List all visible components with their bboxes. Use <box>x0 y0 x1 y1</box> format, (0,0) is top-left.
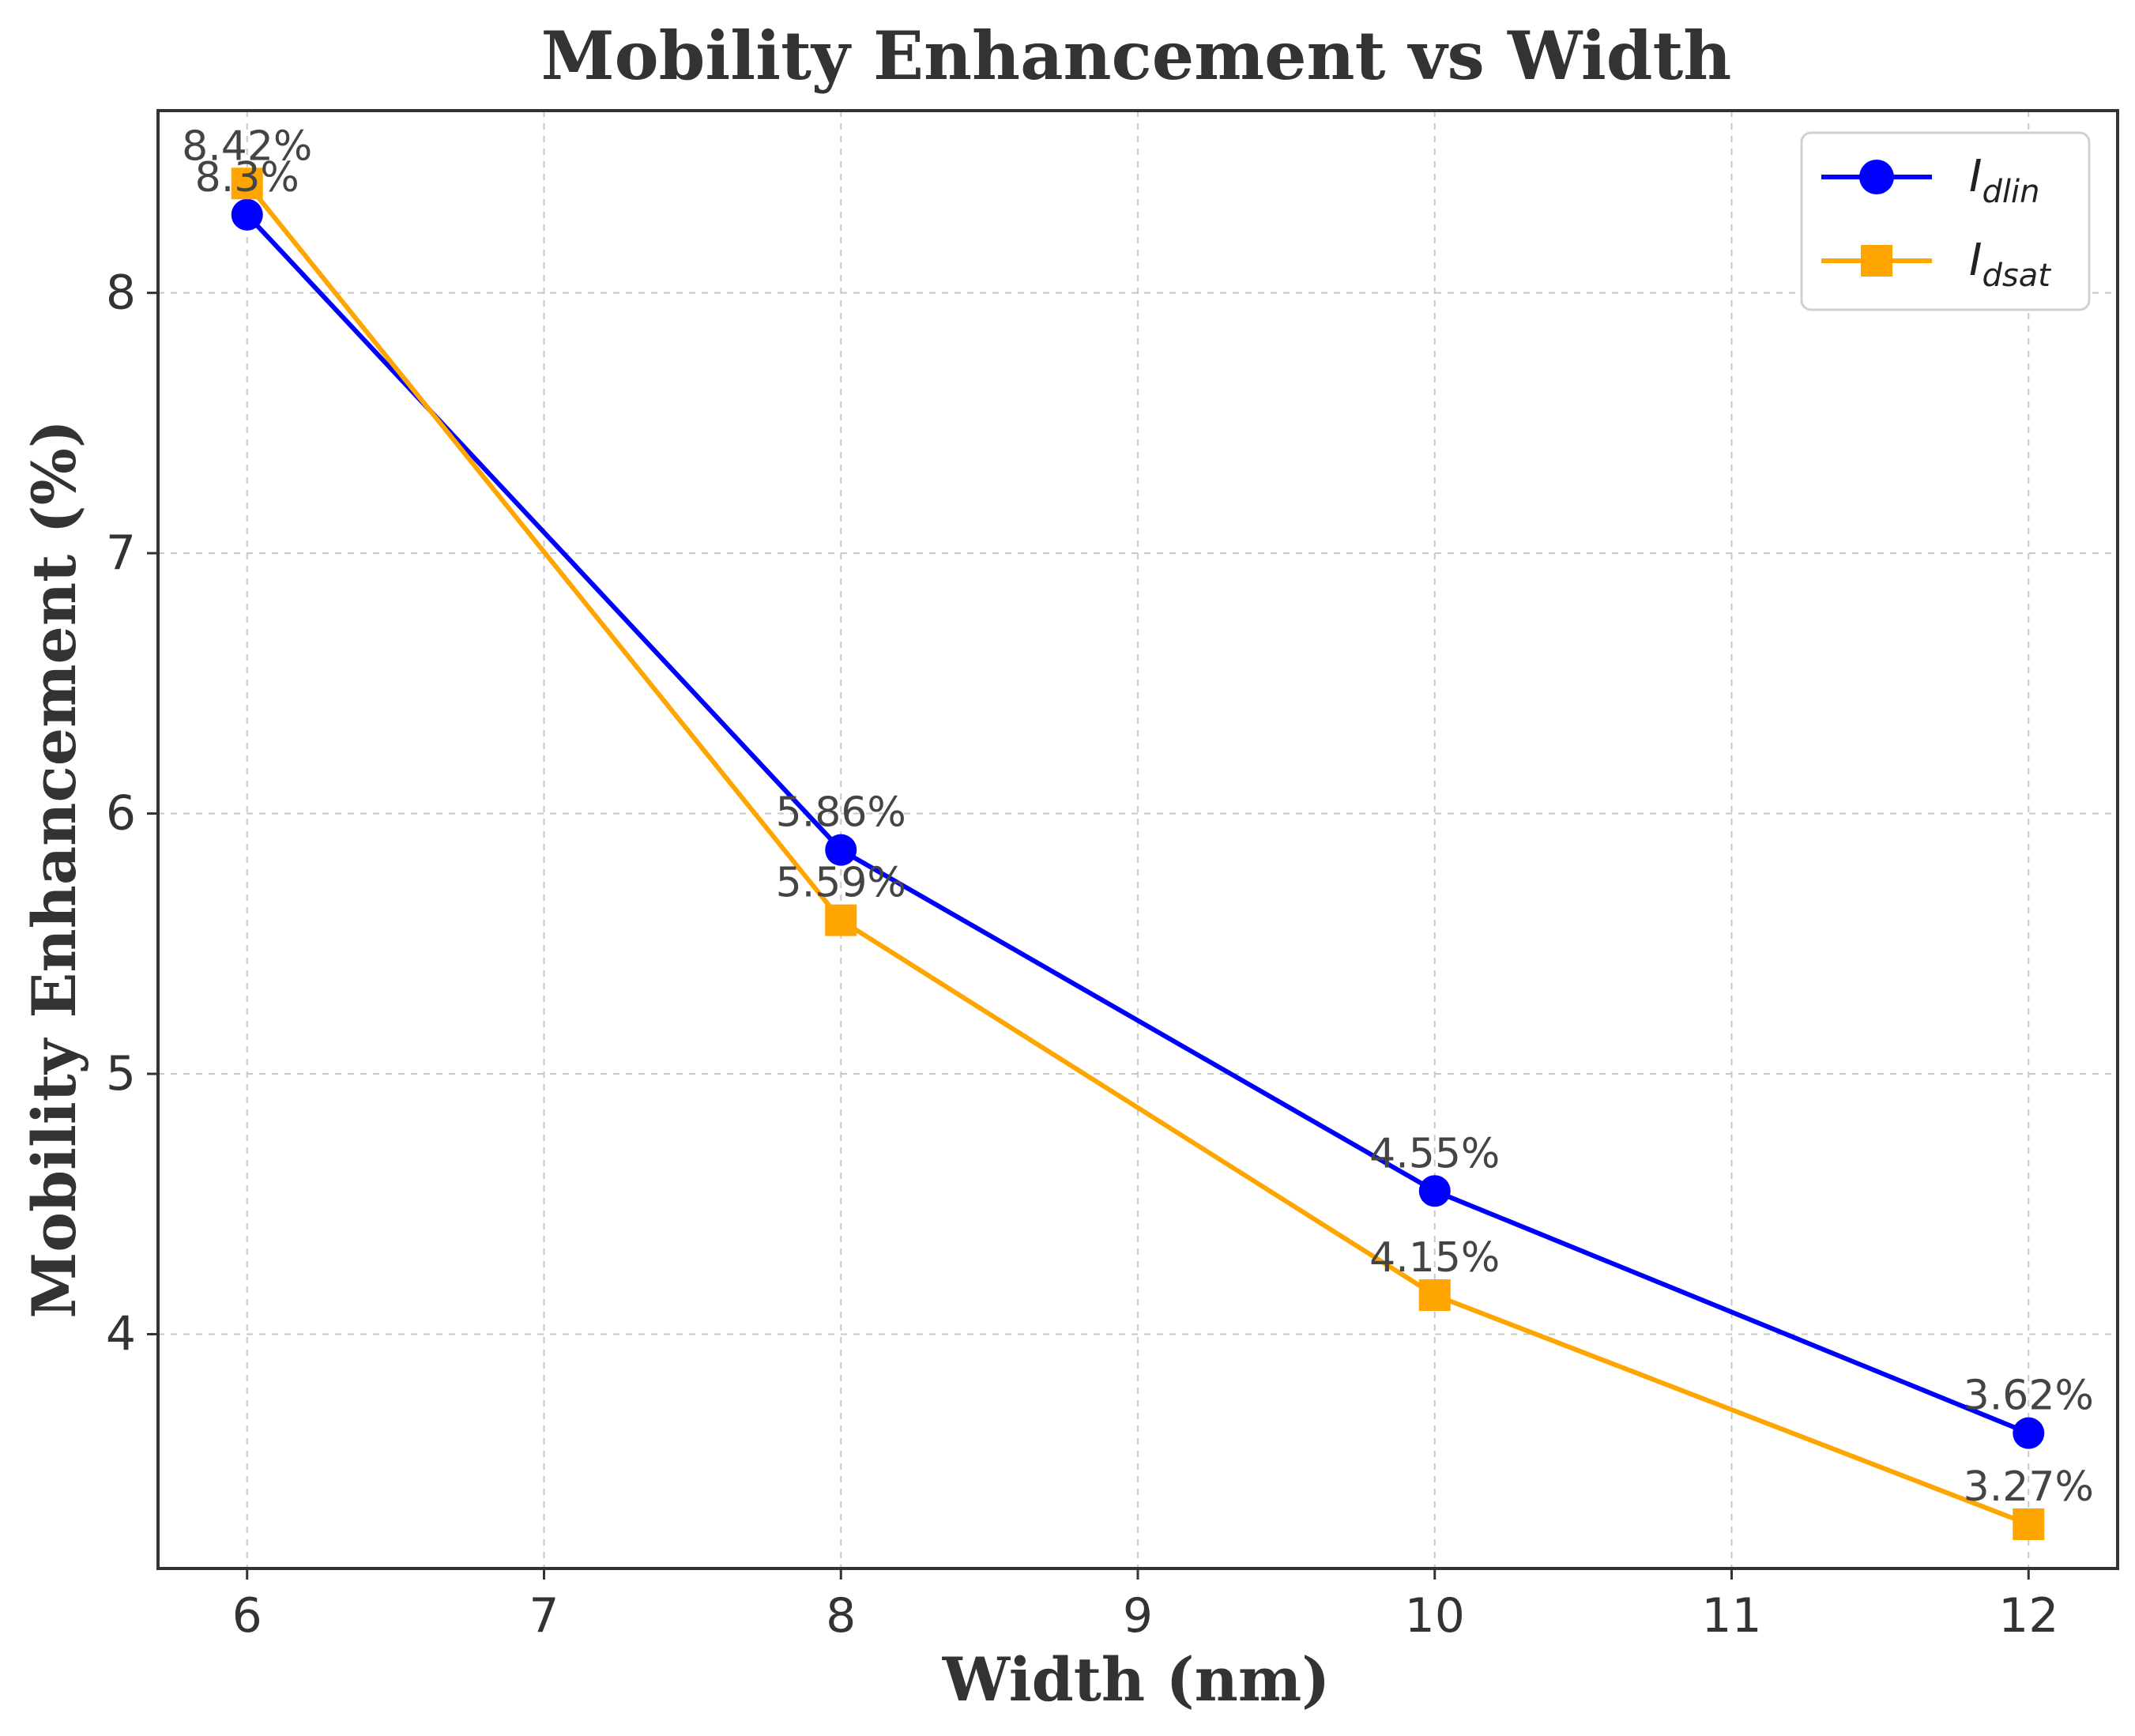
data-label-dlin: 4.55% <box>1369 1130 1500 1177</box>
legend-label-dlin-main: I <box>1969 151 1982 202</box>
data-label-dlin: 8.3% <box>195 154 299 201</box>
y-tick-label: 7 <box>106 525 136 581</box>
data-label-dsat: 8.42% <box>182 122 312 170</box>
data-point-dlin <box>825 834 857 866</box>
ticks: 6 7 8 9 10 11 12 4 5 6 7 8 <box>106 111 2118 1644</box>
data-label-dsat: 4.15% <box>1369 1234 1500 1282</box>
y-axis-label: Mobility Enhancement (%) <box>19 420 89 1319</box>
x-tick-label: 9 <box>1123 1588 1153 1644</box>
data-point-dlin <box>2013 1417 2045 1449</box>
data-label-dsat: 3.27% <box>1964 1463 2094 1511</box>
legend-label-dsat: Idsat <box>1969 235 2051 294</box>
plot-series <box>231 168 2045 1540</box>
x-axis-label: Width (nm) <box>942 1644 1330 1715</box>
data-point-dsat <box>1418 1279 1451 1312</box>
data-point-dsat <box>231 168 263 200</box>
data-label-dsat: 5.59% <box>776 860 906 907</box>
y-tick-label: 4 <box>106 1306 136 1361</box>
series-line-dlin <box>245 213 2030 1436</box>
y-tick-label: 8 <box>106 265 136 321</box>
legend-label-dsat-sub: dsat <box>1982 258 2052 294</box>
legend-label-dlin: Idlin <box>1969 151 2039 210</box>
legend-label-dlin-sub: dlin <box>1982 174 2040 210</box>
legend-label-dsat-main: I <box>1969 235 1982 286</box>
data-label-dlin: 3.62% <box>1964 1373 2094 1420</box>
y-tick-label: 5 <box>106 1046 136 1101</box>
legend-marker-dsat <box>1861 245 1892 277</box>
data-point-dlin <box>1418 1175 1451 1207</box>
legend-marker-dlin <box>1859 160 1894 194</box>
data-point-dsat <box>2013 1508 2045 1540</box>
data-labels: 8.3% 5.86% 4.55% 3.62% 8.42% 5.59% 4.15% 3.27% <box>182 122 2094 1511</box>
data-label-dlin: 5.86% <box>776 789 906 837</box>
x-tick-label: 7 <box>529 1588 559 1644</box>
data-point-dlin <box>231 198 263 231</box>
series-line-dsat <box>245 182 2030 1527</box>
y-tick-label: 6 <box>106 786 136 842</box>
x-tick-label: 10 <box>1405 1588 1465 1644</box>
x-tick-label: 12 <box>1998 1588 2058 1644</box>
x-tick-label: 11 <box>1701 1588 1761 1644</box>
chart-title: Mobility Enhancement vs Width <box>541 17 1732 95</box>
x-tick-label: 8 <box>826 1588 856 1644</box>
x-tick-label: 6 <box>232 1588 262 1644</box>
data-point-dsat <box>825 904 857 936</box>
legend: Idlin Idsat <box>1800 131 2091 311</box>
